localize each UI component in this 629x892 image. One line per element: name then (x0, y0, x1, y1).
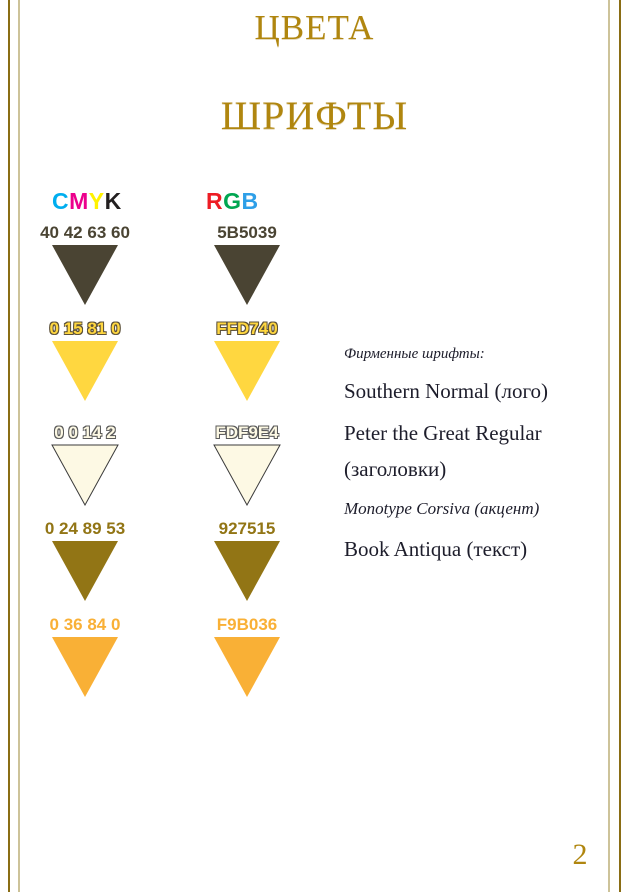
triangle-swatch-icon (214, 341, 280, 401)
swatch-rgb: 5B5039 (192, 222, 302, 310)
cmyk-letter-m: M (69, 188, 89, 214)
swatch-triangle-wrap (30, 540, 140, 606)
column-header-cmyk: CMYK (52, 188, 122, 215)
page-title-fonts: ШРИФТЫ (220, 92, 409, 138)
triangle-swatch-icon (214, 637, 280, 697)
triangle-swatch-icon (214, 541, 280, 601)
swatch-label-rgb: FFD740 (216, 319, 278, 338)
triangle-swatch-icon (52, 341, 118, 401)
palette-row: 0 36 84 0 F9B036 (30, 614, 300, 710)
triangle-swatch-icon (52, 541, 118, 601)
cmyk-letter-y: Y (88, 188, 105, 214)
swatch-label-rgb: 5B5039 (217, 223, 277, 242)
palette-row: 40 42 63 60 5B5039 (30, 222, 300, 318)
swatch-rgb: 927515 (192, 518, 302, 606)
triangle-swatch-icon (52, 637, 118, 697)
swatch-label-rgb: F9B036 (216, 615, 278, 634)
rgb-letter-g: G (223, 188, 242, 214)
color-palette-block: CMYK RGB 40 42 63 60 5B5039 (30, 188, 300, 710)
swatch-triangle-wrap (192, 244, 302, 310)
swatch-cmyk: 0 36 84 0 (30, 614, 140, 702)
frame-rule-right-outer (619, 0, 621, 892)
swatch-label-cmyk: 0 24 89 53 (44, 519, 126, 538)
swatch-label-cmyk: 0 36 84 0 (49, 615, 121, 634)
swatch-rgb: F9B036 (192, 614, 302, 702)
page-number: 2 (572, 838, 588, 871)
frame-rule-left-outer (8, 0, 10, 892)
font-item-headings: Peter the Great Regular (344, 421, 542, 445)
swatch-triangle-wrap (192, 340, 302, 406)
triangle-swatch-icon (213, 444, 281, 506)
cmyk-letter-k: K (104, 188, 122, 214)
swatch-triangle-wrap (30, 444, 140, 510)
swatch-triangle-wrap (30, 636, 140, 702)
frame-rule-left-inner (18, 0, 20, 892)
triangle-swatch-icon (51, 444, 119, 506)
font-item-body: Book Antiqua (текст) (344, 537, 528, 561)
palette-row: 0 15 81 0 FFD740 (30, 318, 300, 422)
fonts-heading: Фирменные шрифты: (344, 346, 485, 362)
column-header-rgb: RGB (206, 188, 259, 215)
swatch-cmyk: 0 15 81 0 (30, 318, 140, 406)
fonts-block: Фирменные шрифты: Southern Normal (лого)… (344, 344, 594, 578)
rgb-letter-b: B (241, 188, 259, 214)
cmyk-letter-c: C (52, 188, 70, 214)
triangle-swatch-icon (52, 245, 118, 305)
swatch-triangle-wrap (30, 244, 140, 310)
rgb-letter-r: R (206, 188, 224, 214)
swatch-cmyk: 0 0 14 2 (30, 422, 140, 510)
swatch-rgb: FDF9E4 (192, 422, 302, 510)
font-item-accent: Monotype Corsiva (акцент) (344, 499, 540, 518)
slide-titles: ЦВЕТА ШРИФТЫ (30, 4, 599, 137)
swatch-label-cmyk: 0 0 14 2 (54, 423, 116, 442)
page-title-colors: ЦВЕТА (254, 8, 375, 47)
font-item-logo: Southern Normal (лого) (344, 379, 549, 403)
swatch-label-cmyk: 0 15 81 0 (49, 319, 121, 338)
swatch-triangle-wrap (192, 636, 302, 702)
frame-rule-right-inner (608, 0, 610, 892)
swatch-rgb: FFD740 (192, 318, 302, 406)
swatch-cmyk: 0 24 89 53 (30, 518, 140, 606)
swatch-label-rgb: FDF9E4 (215, 423, 279, 442)
font-item-headings-note: (заголовки) (344, 457, 447, 481)
swatch-label-cmyk: 40 42 63 60 (40, 223, 130, 242)
swatch-triangle-wrap (192, 444, 302, 510)
swatch-cmyk: 40 42 63 60 (30, 222, 140, 310)
palette-column-headers: CMYK RGB (30, 188, 300, 222)
palette-row: 0 0 14 2 FDF9E4 (30, 422, 300, 518)
swatch-label-rgb: 927515 (218, 519, 276, 538)
palette-row: 0 24 89 53 927515 (30, 518, 300, 614)
swatch-triangle-wrap (30, 340, 140, 406)
swatch-triangle-wrap (192, 540, 302, 606)
triangle-swatch-icon (214, 245, 280, 305)
